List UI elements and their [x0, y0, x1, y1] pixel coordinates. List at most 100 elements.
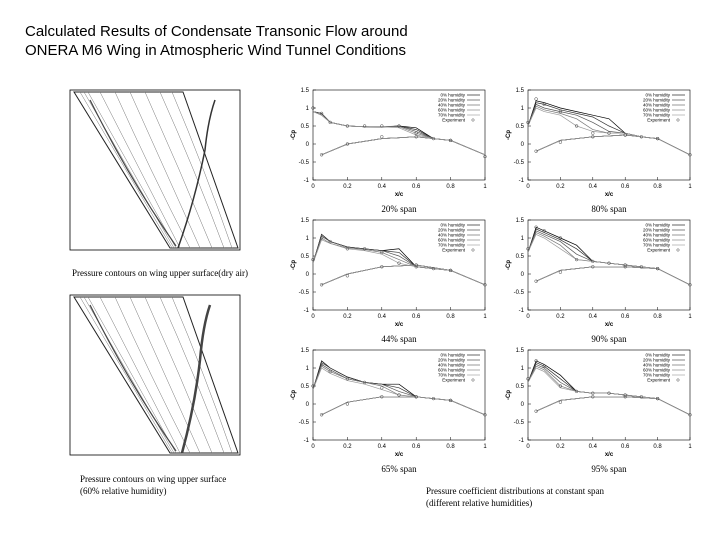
x-tick-label: 1 — [688, 444, 692, 450]
x-tick-label: 0.4 — [378, 314, 387, 320]
experiment-point — [558, 384, 563, 388]
legend-label: Experiment — [442, 378, 466, 383]
experiment-point — [448, 398, 453, 403]
experiment-point — [397, 124, 401, 128]
legend-label: 60% humidity — [643, 238, 671, 243]
x-tick-label: 0.8 — [653, 444, 662, 450]
experiment-point — [345, 274, 350, 278]
experiment-point — [542, 364, 546, 368]
legend-label: 0% humidity — [440, 93, 465, 98]
x-tick-label: 1 — [483, 184, 487, 190]
experiment-point — [655, 396, 660, 401]
experiment-point — [591, 131, 595, 135]
experiment-point — [345, 247, 350, 251]
y-tick-label: 0.5 — [301, 384, 310, 390]
legend-label: 40% humidity — [643, 233, 671, 238]
legend-label: 40% humidity — [438, 363, 466, 368]
legend-marker — [676, 118, 680, 122]
legend-label: 40% humidity — [438, 233, 466, 238]
x-axis-label: x/c — [605, 192, 614, 198]
y-tick-label: -1 — [519, 308, 525, 314]
legend-label: 60% humidity — [643, 108, 671, 113]
x-axis-label: x/c — [395, 322, 404, 328]
legend-marker — [471, 248, 475, 252]
x-tick-label: 0.2 — [343, 444, 352, 450]
x-tick-label: 0.4 — [378, 184, 387, 190]
experiment-point — [591, 135, 595, 139]
y-tick-label: 0 — [306, 272, 310, 278]
legend-label: 70% humidity — [643, 113, 671, 118]
y-tick-label: 1 — [306, 236, 310, 242]
experiment-point — [328, 120, 332, 125]
experiment-point — [655, 136, 660, 141]
x-tick-label: 0 — [526, 314, 530, 320]
legend-marker — [471, 378, 475, 382]
experiment-point — [483, 413, 487, 417]
x-tick-label: 0.2 — [343, 184, 352, 190]
experiment-point — [655, 266, 660, 271]
y-tick-label: 0.5 — [516, 384, 525, 390]
legend-label: 0% humidity — [440, 353, 465, 358]
x-axis-label: x/c — [605, 452, 614, 458]
cp-chart: -1 -0.5 0 0.5 1 1.5 0 0.2 0.4 0.6 0.8 1 x/c -Cp 90% sp… — [506, 218, 692, 344]
y-tick-label: 0 — [521, 272, 525, 278]
experiment-point — [328, 239, 332, 244]
experiment-point — [558, 109, 563, 114]
slide-title: ONERA M6 Wing in Atmospheric Wind Tunnel… — [25, 42, 406, 59]
experiment-point — [534, 409, 538, 413]
experiment-point — [534, 97, 538, 101]
legend-label: 40% humidity — [438, 103, 466, 108]
legend-marker — [471, 118, 475, 122]
y-tick-label: 0 — [521, 142, 525, 148]
cp-line — [312, 111, 486, 156]
legend-label: Experiment — [647, 248, 671, 253]
experiment-point — [623, 263, 627, 267]
experiment-point — [688, 153, 692, 157]
y-tick-label: 0 — [306, 142, 310, 148]
experiment-point — [526, 377, 530, 381]
experiment-point — [574, 389, 579, 394]
experiment-point — [558, 140, 563, 144]
legend-label: 20% humidity — [438, 358, 466, 363]
chart-caption: 44% span — [381, 334, 417, 344]
experiment-point — [414, 135, 418, 139]
experiment-point — [639, 135, 644, 139]
legend-label: 60% humidity — [438, 238, 466, 243]
x-tick-label: 0.6 — [412, 314, 421, 320]
x-tick-label: 0.8 — [653, 314, 662, 320]
experiment-point — [319, 153, 324, 157]
cp-line — [312, 367, 486, 416]
x-tick-label: 0.4 — [589, 444, 598, 450]
experiment-point — [362, 124, 367, 128]
legend-label: 0% humidity — [645, 93, 670, 98]
y-tick-label: 0 — [521, 402, 525, 408]
cp-chart: -1 -0.5 0 0.5 1 1.5 0 0.2 0.4 0.6 0.8 1 x/c -Cp 95% sp… — [506, 348, 692, 474]
x-tick-label: 0 — [526, 444, 530, 450]
legend-label: Experiment — [442, 248, 466, 253]
y-tick-label: 1.5 — [516, 88, 525, 94]
contour-image — [69, 294, 241, 456]
x-tick-label: 0.6 — [412, 184, 421, 190]
contour-image — [69, 89, 241, 251]
x-tick-label: 0.2 — [556, 314, 565, 320]
y-tick-label: 1 — [521, 366, 525, 372]
legend-label: 20% humidity — [438, 228, 466, 233]
experiment-point — [542, 229, 546, 233]
experiment-point — [319, 111, 324, 116]
cp-line — [312, 239, 486, 286]
experiment-point — [380, 395, 384, 399]
y-tick-label: -0.5 — [514, 420, 525, 426]
experiment-point — [591, 259, 595, 264]
legend-label: Experiment — [442, 118, 466, 123]
y-tick-label: 1.5 — [301, 88, 310, 94]
experiment-point — [607, 391, 611, 395]
y-tick-label: -1 — [519, 178, 525, 184]
legend-label: 70% humidity — [438, 243, 466, 248]
x-tick-label: 0.8 — [446, 444, 455, 450]
x-tick-label: 1 — [483, 444, 487, 450]
y-tick-label: 1.5 — [516, 348, 525, 354]
experiment-point — [380, 250, 384, 255]
plot-frame — [527, 349, 691, 441]
legend-label: Experiment — [647, 378, 671, 383]
y-axis-label: -Cp — [506, 130, 512, 140]
